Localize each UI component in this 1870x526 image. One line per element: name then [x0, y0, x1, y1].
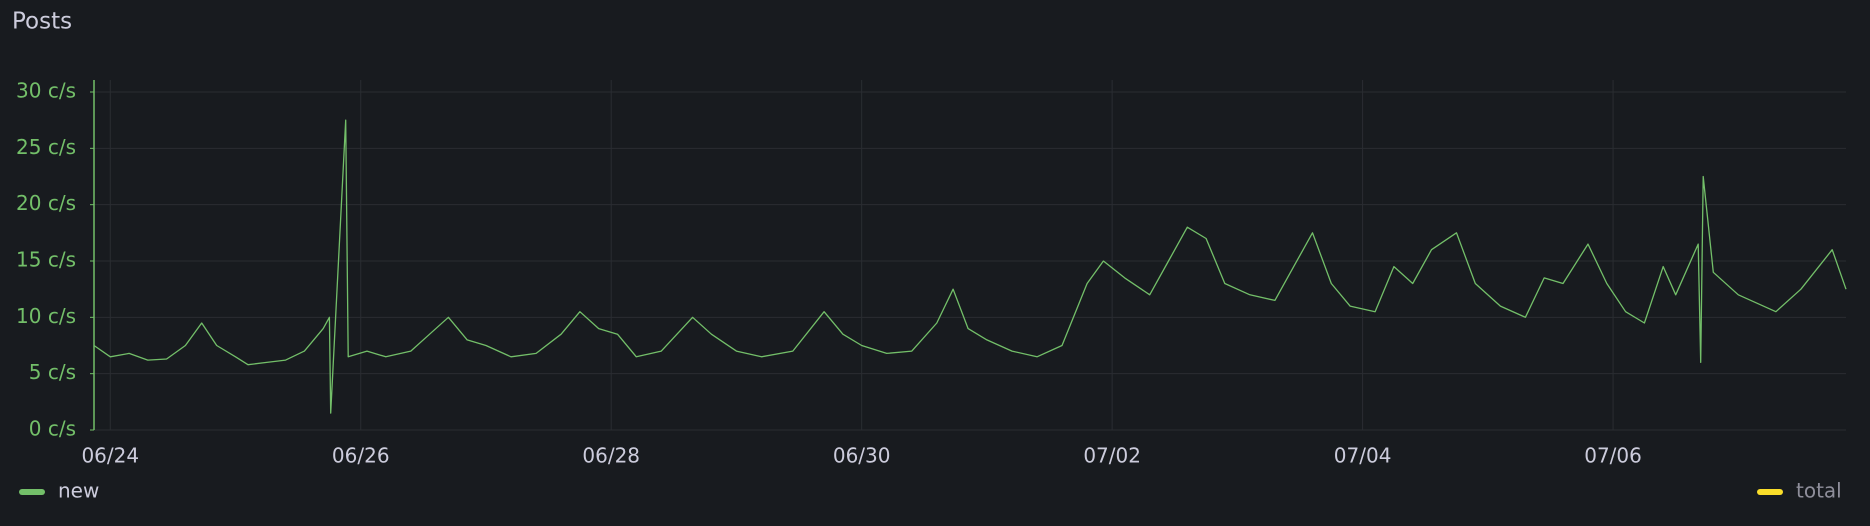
- y-tick-label: 10 c/s: [16, 304, 76, 328]
- y-tick-label: 15 c/s: [16, 248, 76, 272]
- y-tick-label: 20 c/s: [16, 191, 76, 215]
- legend-label[interactable]: total: [1796, 479, 1842, 503]
- x-tick-label: 07/02: [1083, 444, 1141, 468]
- series-line: [93, 119, 1847, 414]
- y-tick-label: 5 c/s: [29, 360, 76, 384]
- x-tick-label: 06/24: [81, 444, 139, 468]
- x-tick-label: 06/26: [332, 444, 390, 468]
- y-tick-label: 30 c/s: [16, 79, 76, 103]
- legend-label[interactable]: new: [58, 479, 99, 503]
- x-tick-label: 06/30: [833, 444, 891, 468]
- y-tick-label: 0 c/s: [29, 417, 76, 441]
- x-tick-label: 07/04: [1334, 444, 1392, 468]
- panel-title: Posts: [12, 9, 72, 35]
- legend-swatch: [19, 489, 45, 495]
- y-tick-label: 25 c/s: [16, 135, 76, 159]
- legend-swatch: [1757, 489, 1783, 495]
- x-tick-label: 06/28: [582, 444, 640, 468]
- x-tick-label: 07/06: [1584, 444, 1642, 468]
